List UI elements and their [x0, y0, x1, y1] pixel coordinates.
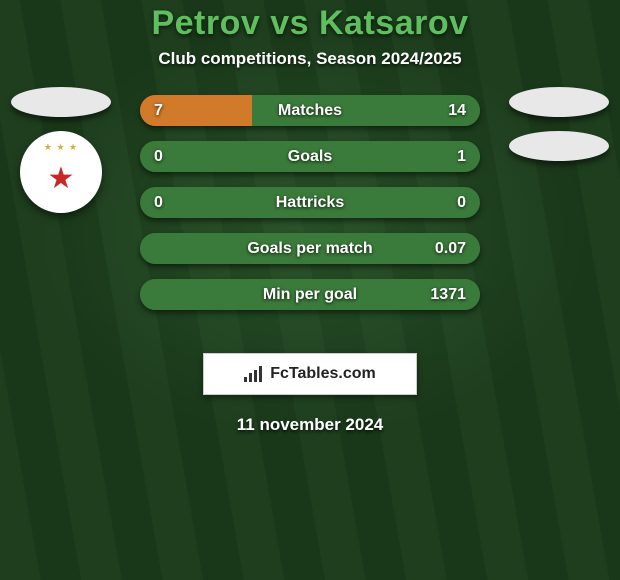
- stat-value-right: 0.07: [435, 240, 466, 258]
- comparison-card: Petrov vs Katsarov Club competitions, Se…: [0, 0, 620, 435]
- right-player-column: [504, 87, 614, 161]
- stat-label: Min per goal: [263, 286, 357, 304]
- stat-bar: 0 Hattricks 0: [140, 187, 480, 218]
- crest-stars-icon: ★ ★ ★: [44, 142, 78, 153]
- stat-value-left: 0: [154, 194, 163, 212]
- logo-text: FcTables.com: [270, 365, 376, 383]
- date-label: 11 november 2024: [0, 415, 620, 435]
- stat-value-right: 0: [457, 194, 466, 212]
- stats-section: ★ ★ ★ ★ 7 Matches 14 0 Goals 1 0 Hattricks 0 Goal…: [0, 95, 620, 325]
- attribution-logo[interactable]: FcTables.com: [203, 353, 417, 395]
- stat-bar: 7 Matches 14: [140, 95, 480, 126]
- stat-bar: Goals per match 0.07: [140, 233, 480, 264]
- stat-value-right: 1: [457, 148, 466, 166]
- left-player-column: ★ ★ ★ ★: [6, 87, 116, 213]
- stat-label: Goals: [288, 148, 332, 166]
- page-title: Petrov vs Katsarov: [0, 4, 620, 43]
- stat-label: Hattricks: [276, 194, 344, 212]
- stat-bar: Min per goal 1371: [140, 279, 480, 310]
- stat-value-right: 1371: [430, 286, 466, 304]
- stat-value-left: 0: [154, 148, 163, 166]
- player-photo-placeholder: [11, 87, 111, 117]
- stat-label: Goals per match: [247, 240, 372, 258]
- bar-chart-icon: [244, 366, 264, 382]
- stat-bar: 0 Goals 1: [140, 141, 480, 172]
- crest-ring: ★: [37, 155, 85, 203]
- club-crest-left: ★ ★ ★ ★: [20, 131, 102, 213]
- stat-value-right: 14: [448, 102, 466, 120]
- club-crest-placeholder: [509, 131, 609, 161]
- stat-value-left: 7: [154, 102, 163, 120]
- subtitle: Club competitions, Season 2024/2025: [0, 49, 620, 69]
- stat-bars: 7 Matches 14 0 Goals 1 0 Hattricks 0 Goals per ma…: [140, 95, 480, 310]
- player-photo-placeholder: [509, 87, 609, 117]
- stat-label: Matches: [278, 102, 342, 120]
- crest-star-icon: ★: [48, 164, 75, 194]
